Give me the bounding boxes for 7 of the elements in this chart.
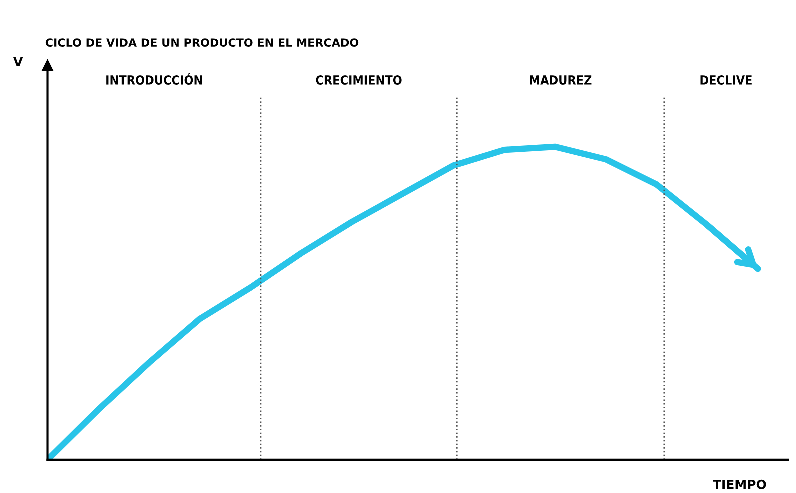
text: CRECIMIENTO xyxy=(316,76,402,85)
text: INTRODUCCIÓN xyxy=(106,73,202,85)
text: DECLIVE xyxy=(700,76,752,85)
text: V xyxy=(14,57,24,67)
text: MADUREZ xyxy=(530,76,592,85)
x-axis-title: TIEMPO xyxy=(713,480,766,490)
chart-title: CICLO DE VIDA DE UN PRODUCTO EN EL MERCADO xyxy=(46,38,359,47)
